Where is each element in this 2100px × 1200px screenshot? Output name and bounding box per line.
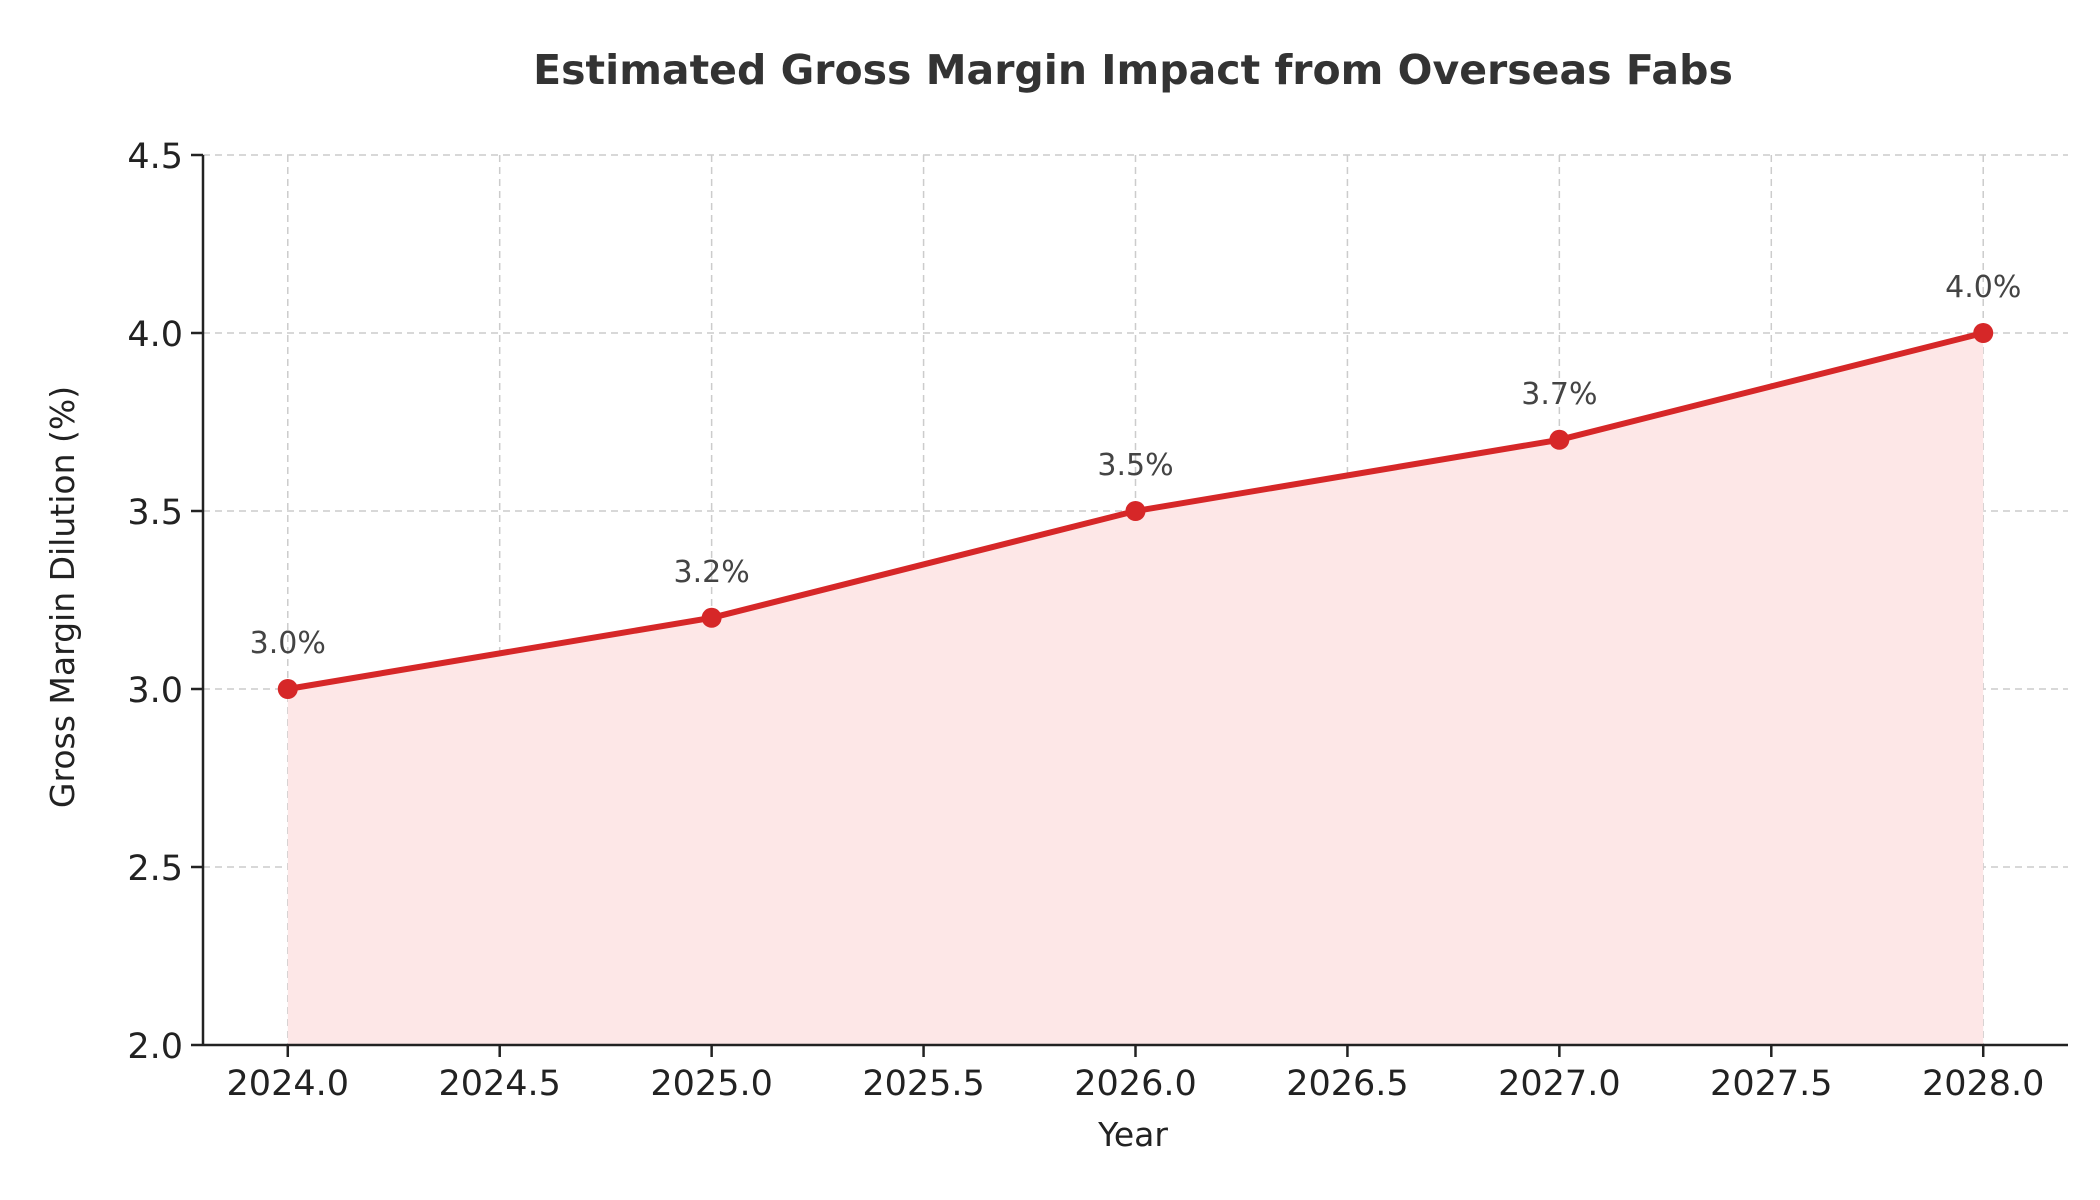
y-tick-label: 4.5 (127, 137, 183, 177)
data-point (701, 607, 722, 628)
data-label: 3.0% (250, 626, 326, 661)
x-tick-label: 2024.5 (438, 1064, 560, 1104)
x-tick-label: 2027.0 (1498, 1064, 1620, 1104)
x-tick-label: 2024.0 (227, 1064, 349, 1104)
x-tick-label: 2026.5 (1286, 1064, 1408, 1104)
data-point (1125, 501, 1146, 521)
x-tick-label: 2025.5 (862, 1064, 984, 1104)
y-axis-label: Gross Margin Dilution (%) (43, 386, 82, 808)
x-tick-label: 2027.5 (1710, 1064, 1832, 1104)
data-labels: 3.0% 3.2% 3.5% 3.7% 4.0% (250, 270, 2022, 661)
y-tick-label: 3.5 (127, 493, 183, 533)
tick-labels: 2024.0 2024.5 2025.0 2025.5 2026.0 2026.5 2027… (127, 137, 2044, 1104)
data-label: 3.2% (674, 555, 750, 590)
axes (191, 153, 2068, 1057)
area-fill (287, 333, 1984, 1045)
x-tick-label: 2026.0 (1074, 1064, 1196, 1104)
data-point (1973, 323, 1994, 343)
data-label: 4.0% (1945, 270, 2021, 305)
area-fill-shape (287, 333, 1984, 1045)
y-tick-label: 4.0 (127, 315, 183, 355)
y-tick-label: 2.5 (127, 849, 183, 889)
data-series (277, 323, 1994, 699)
chart-title: Estimated Gross Margin Impact from Overs… (533, 46, 1733, 94)
x-axis-label: Year (1097, 1115, 1168, 1154)
y-tick-label: 2.0 (127, 1027, 183, 1067)
y-tick-label: 3.0 (127, 671, 183, 711)
x-tick-label: 2028.0 (1922, 1064, 2044, 1104)
x-tick-label: 2025.0 (650, 1064, 772, 1104)
data-label: 3.5% (1097, 448, 1173, 483)
data-point (277, 679, 298, 699)
data-label: 3.7% (1521, 377, 1597, 412)
data-point (1549, 429, 1570, 450)
